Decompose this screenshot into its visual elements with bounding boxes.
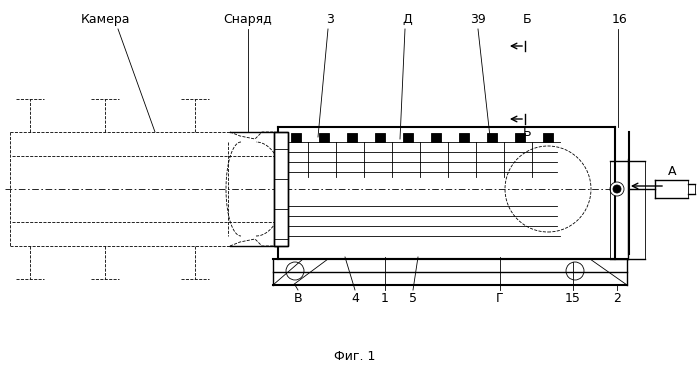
Text: 39: 39 (470, 13, 486, 26)
Text: 3: 3 (326, 13, 334, 26)
Bar (515, 133, 525, 142)
Text: 2: 2 (613, 292, 621, 305)
Bar (487, 133, 497, 142)
Text: 5: 5 (409, 292, 417, 305)
Text: Г: Г (496, 292, 504, 305)
Text: 16: 16 (612, 13, 628, 26)
Bar (459, 133, 469, 142)
Text: 1: 1 (381, 292, 389, 305)
Text: Б: Б (523, 13, 531, 26)
Text: Д: Д (402, 13, 412, 26)
Bar (403, 133, 413, 142)
Bar (319, 133, 329, 142)
Bar (431, 133, 441, 142)
Text: Камера: Камера (80, 13, 130, 26)
Circle shape (613, 185, 621, 193)
Bar (375, 133, 385, 142)
Text: Б: Б (523, 126, 531, 139)
Bar (347, 133, 357, 142)
Text: 4: 4 (351, 292, 359, 305)
Text: В: В (294, 292, 302, 305)
Text: 15: 15 (565, 292, 581, 305)
Text: Фиг. 1: Фиг. 1 (334, 349, 375, 362)
Circle shape (610, 182, 624, 196)
Bar (274, 132, 288, 246)
Bar (291, 133, 301, 142)
Bar (543, 133, 553, 142)
Text: А: А (668, 165, 676, 178)
Bar (274, 132, 288, 246)
Text: Снаряд: Снаряд (224, 13, 273, 26)
